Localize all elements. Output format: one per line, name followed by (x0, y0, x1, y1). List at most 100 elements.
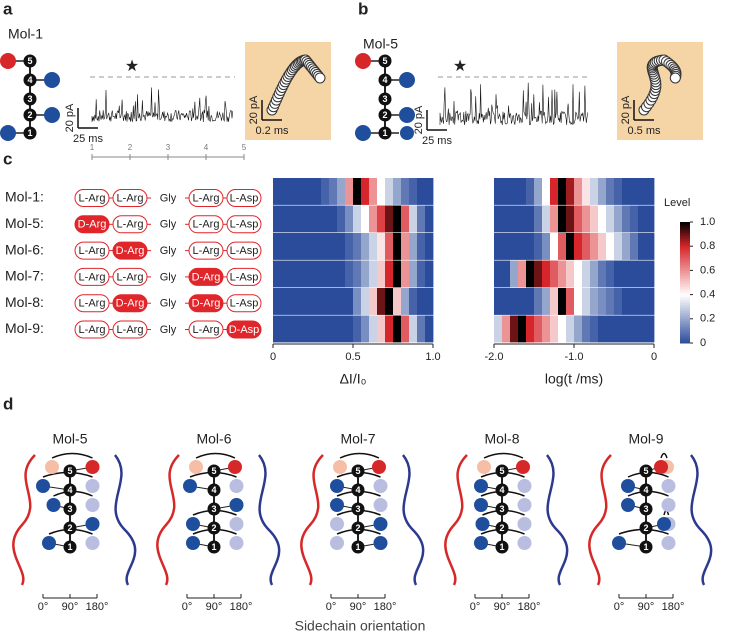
residue-pill (112, 189, 148, 207)
heat-cell (393, 233, 402, 260)
heat-cell (550, 315, 559, 343)
heat-cell (377, 233, 386, 260)
heat-cell (425, 260, 434, 288)
label: 90° (350, 601, 367, 613)
gly-bg (156, 217, 180, 232)
label: 1 (382, 128, 387, 138)
label: Gly (160, 298, 177, 310)
label: 5 (499, 466, 504, 476)
heat-cell (329, 288, 338, 315)
label: 0° (38, 601, 49, 613)
sidechain-after (229, 498, 244, 512)
heat-cell (558, 205, 567, 233)
current-trace (439, 82, 588, 126)
label: L-Arg (79, 192, 106, 204)
label: 25 ms (73, 133, 103, 145)
residue-pill (112, 320, 148, 339)
heat-cell (409, 233, 418, 260)
heat-cell (417, 315, 426, 343)
heat-cell (534, 205, 543, 233)
sidechain-after (183, 479, 197, 493)
label: L-Arg (79, 271, 106, 283)
heat-cell (526, 178, 535, 205)
colorbar-cell (680, 246, 690, 249)
heat-cell (622, 178, 631, 205)
heat-cell (305, 288, 314, 315)
colorbar-cell (680, 240, 690, 243)
label: 4 (211, 485, 216, 495)
heat-cell (369, 260, 378, 288)
heat-cell (345, 260, 354, 288)
heat-cell (518, 233, 527, 260)
colorbar-cell (680, 318, 690, 322)
backbone-node (63, 483, 77, 497)
residue-pill (74, 215, 110, 234)
heat-cell (353, 315, 362, 343)
label: Gly (160, 245, 177, 257)
label: 0° (614, 601, 625, 613)
backbone-node (207, 464, 221, 478)
heat-cell (425, 288, 434, 315)
heat-cell (281, 233, 290, 260)
backbone-node (495, 540, 509, 554)
heat-cell (321, 205, 330, 233)
sidechain-after (654, 460, 668, 474)
heat-cell (321, 260, 330, 288)
label: L-Asp (230, 245, 259, 257)
residue-pill (188, 294, 224, 313)
heat-cell (401, 260, 410, 288)
heat-cell (574, 315, 583, 343)
backbone-node (23, 126, 37, 140)
heat-cell (542, 288, 551, 315)
colorbar-cell (680, 320, 690, 324)
heat-cell (361, 260, 370, 288)
label: 5 (242, 143, 247, 152)
colorbar-cell (680, 280, 690, 283)
heat-cell (353, 233, 362, 260)
heat-cell (510, 260, 519, 288)
heat-cell (393, 205, 402, 233)
backbone-node (23, 54, 37, 68)
sidechain (0, 125, 16, 141)
gly-bg (156, 243, 180, 258)
colorbar-cell (680, 276, 690, 279)
label: D-Arg (116, 298, 145, 310)
heat-cell (281, 205, 290, 233)
heat-cell (377, 260, 386, 288)
heat-cell (345, 178, 354, 205)
heat-cell (494, 315, 503, 343)
residue-pill (226, 320, 262, 339)
label: 90° (206, 601, 223, 613)
heat-cell (321, 233, 330, 260)
sidechain-before (373, 479, 388, 493)
heat-cell (353, 178, 362, 205)
label: D-Arg (192, 271, 221, 283)
label: 5 (67, 466, 72, 476)
label: 3 (382, 94, 387, 104)
sidechain-before (85, 536, 100, 550)
label: 90° (62, 601, 79, 613)
sidechain-after (36, 479, 50, 493)
heat-cell (590, 178, 599, 205)
heat-cell (622, 205, 631, 233)
colorbar-cell (680, 256, 690, 259)
sidechain-after (330, 498, 344, 512)
sidechain-before (661, 536, 676, 550)
heat-cell (361, 288, 370, 315)
heat-cell (558, 288, 567, 315)
heat-cell (526, 205, 535, 233)
label: Mol-6 (196, 431, 231, 447)
heat-cell (329, 178, 338, 205)
label: 5 (211, 466, 216, 476)
heat-cell (385, 260, 394, 288)
sidechain-after (516, 460, 530, 474)
gly-bg (156, 269, 180, 284)
heat-cell (630, 205, 639, 233)
sidechain-before (330, 536, 344, 550)
residue-pill (112, 241, 148, 260)
heat-cell (417, 260, 426, 288)
heat-cell (630, 260, 639, 288)
heat-cell (369, 233, 378, 260)
colorbar-cell (680, 268, 690, 271)
label: D-Arg (116, 245, 145, 257)
